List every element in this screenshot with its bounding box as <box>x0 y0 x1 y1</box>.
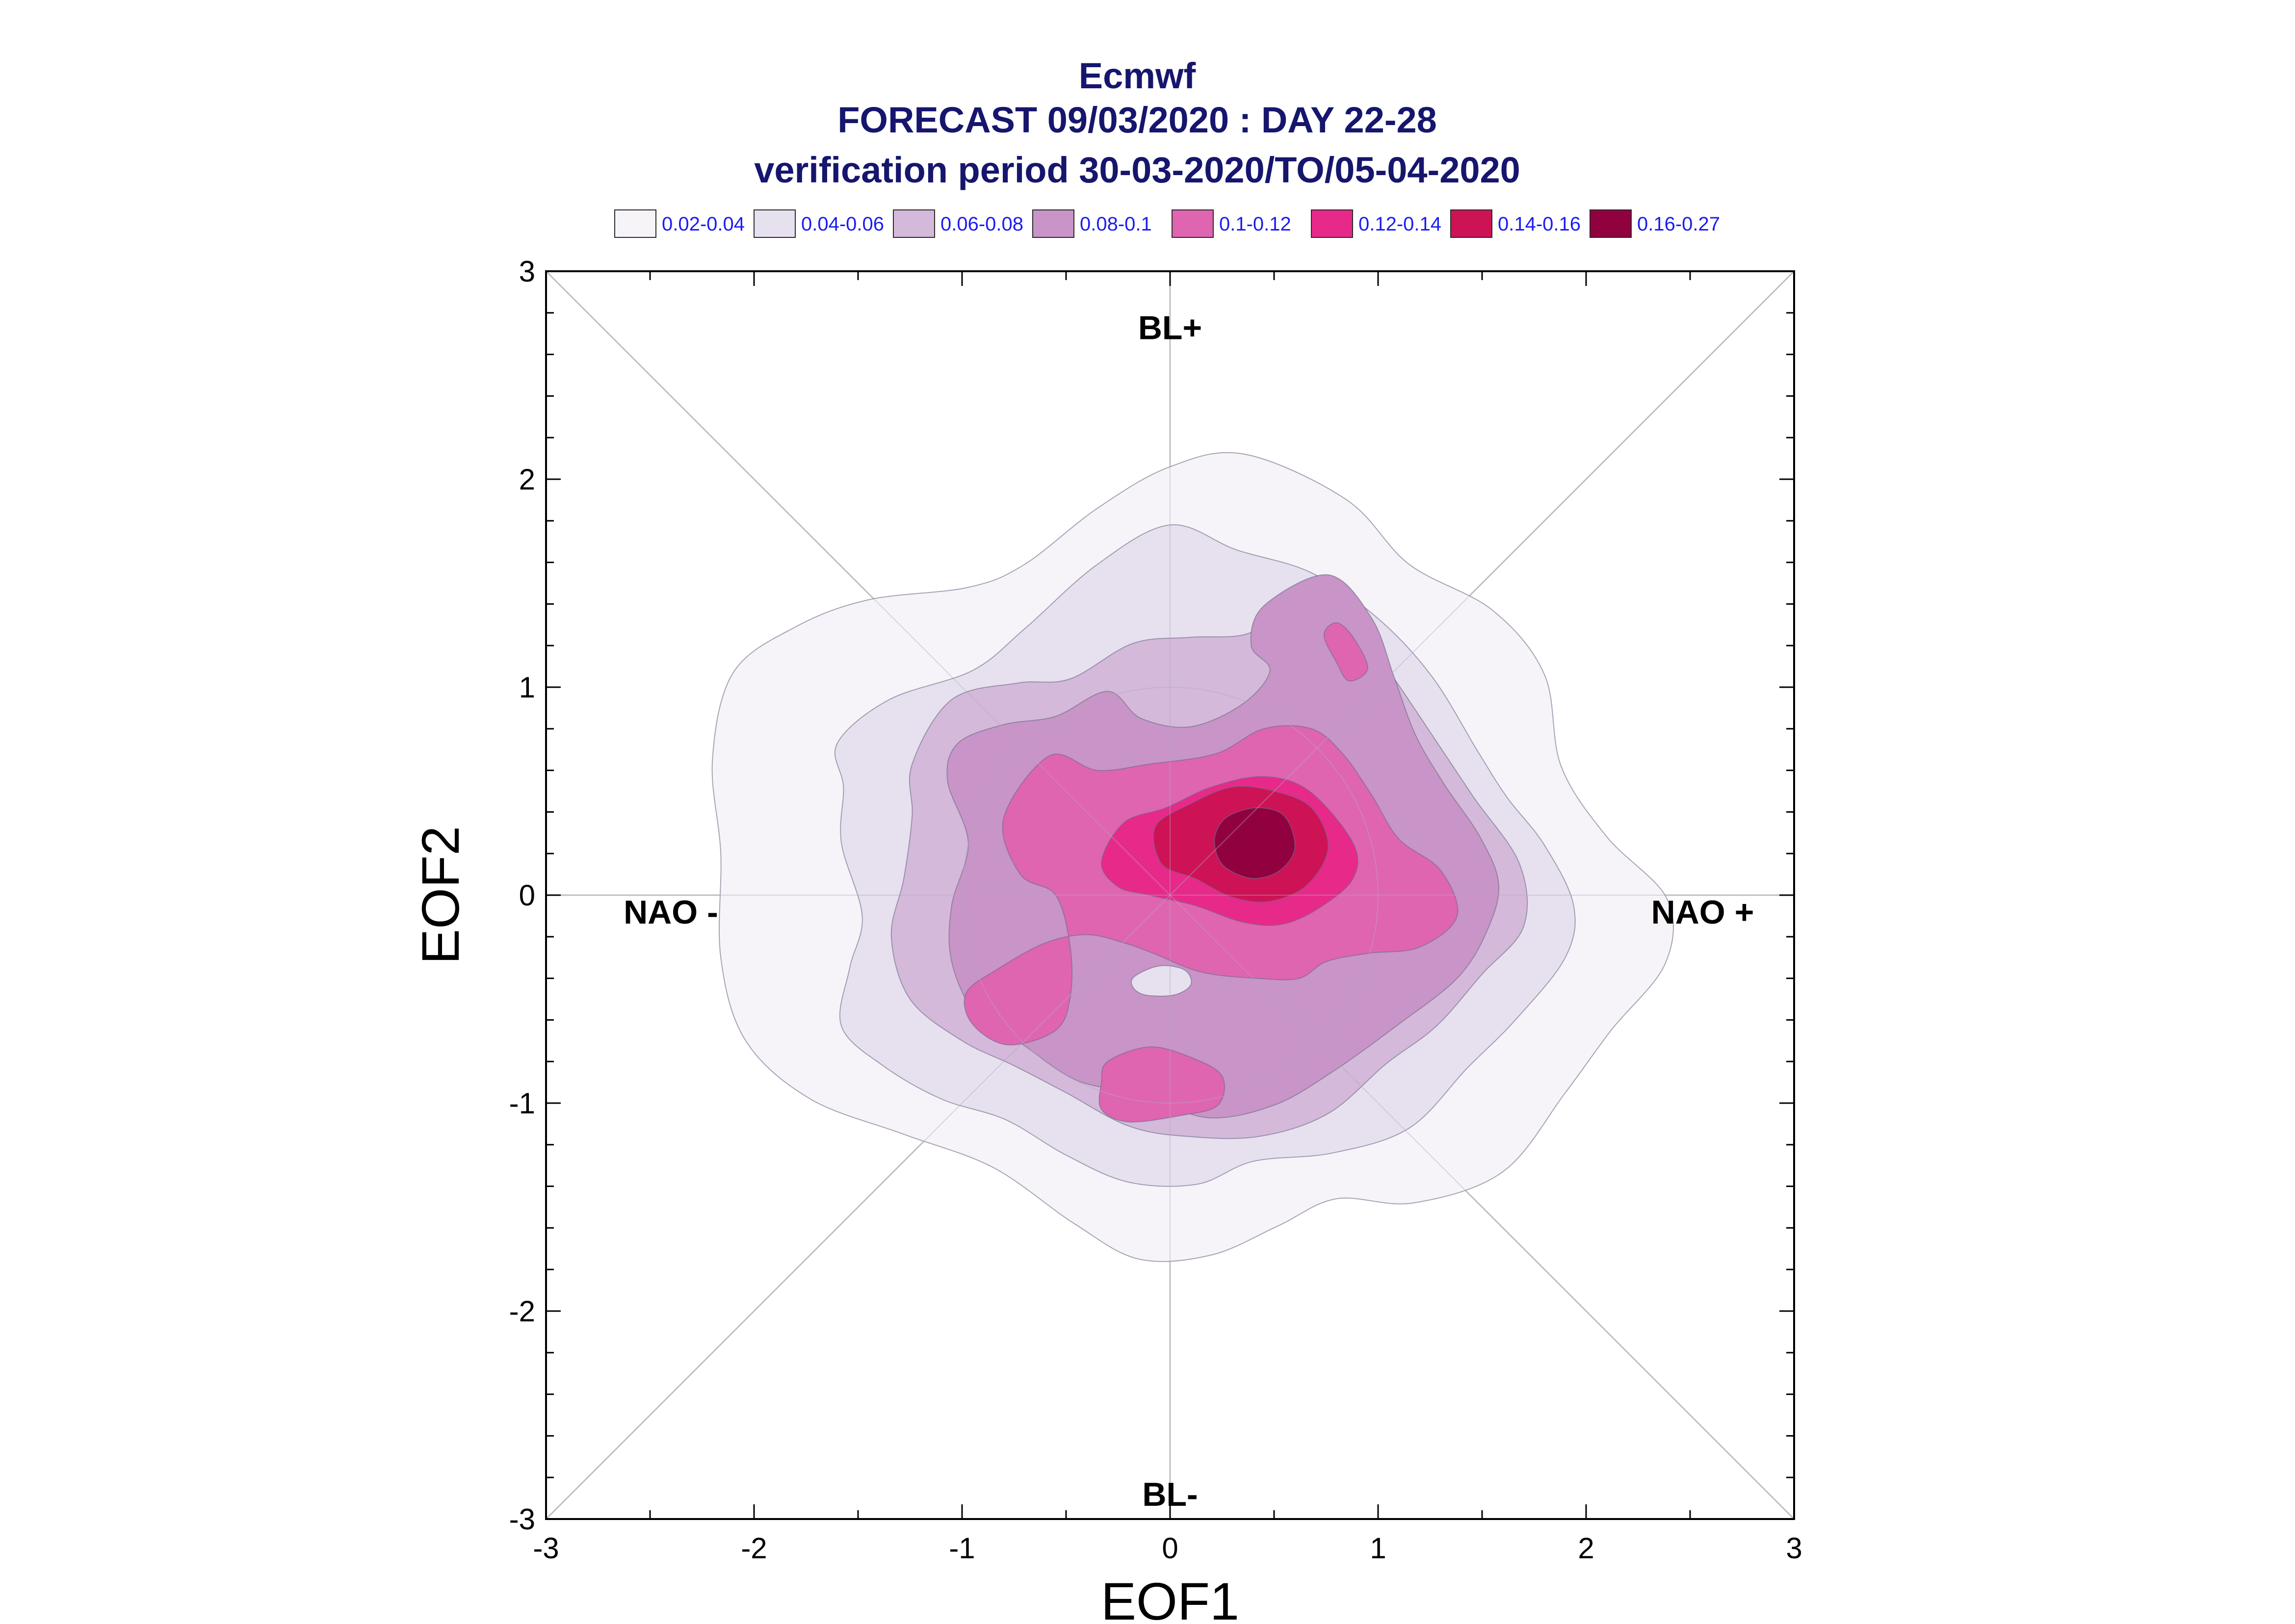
legend-swatch <box>893 209 935 238</box>
contour-level-4 <box>1323 622 1368 682</box>
legend-label: 0.02-0.04 <box>662 213 745 235</box>
title-line-3: verification period 30-03-2020/TO/05-04-… <box>754 150 1520 190</box>
contour-level-8 <box>1131 965 1192 997</box>
chart-title: Ecmwf FORECAST 09/03/2020 : DAY 22-28 ve… <box>754 55 1520 190</box>
legend-label: 0.12-0.14 <box>1358 213 1441 235</box>
plot-area: -3 -2 -1 0 1 2 3 -3 -2 -1 0 1 2 3 BL+ BL- NAO - NAO + <box>509 255 1802 1565</box>
x-tick-label: 1 <box>1370 1532 1386 1565</box>
density-contours <box>711 452 1674 1262</box>
legend-label: 0.04-0.06 <box>801 213 884 235</box>
title-line-1: Ecmwf <box>1079 55 1196 96</box>
legend-label: 0.1-0.12 <box>1219 213 1291 235</box>
title-line-2: FORECAST 09/03/2020 : DAY 22-28 <box>837 100 1437 140</box>
y-tick-label: 0 <box>519 879 535 912</box>
region-label: BL- <box>1142 1476 1198 1513</box>
diagonal-line-overlay <box>546 271 1794 1519</box>
y-tick-label: 3 <box>519 255 535 288</box>
region-label: NAO + <box>1651 894 1754 931</box>
legend-swatch <box>1450 209 1492 238</box>
region-labels: BL+ BL- NAO - NAO + <box>624 309 1754 1513</box>
y-tick-label: 2 <box>519 463 535 496</box>
x-tick-label: 3 <box>1786 1532 1802 1565</box>
unit-circle <box>962 687 1379 1104</box>
legend-label: 0.08-0.1 <box>1080 213 1152 235</box>
x-tick-label: -2 <box>741 1532 767 1565</box>
plot-guides-overlay <box>546 271 1794 1519</box>
x-tick-label: 0 <box>1162 1532 1178 1565</box>
contour-level-4 <box>1098 1046 1226 1123</box>
legend: 0.02-0.04 0.04-0.06 0.06-0.08 0.08-0.1 0.1-0… <box>614 209 1720 238</box>
y-tick-label: 1 <box>519 671 535 704</box>
region-label: NAO - <box>624 894 718 931</box>
y-axis-label: EOF2 <box>411 826 470 964</box>
legend-label: 0.16-0.27 <box>1637 213 1720 235</box>
legend-swatch <box>1311 209 1353 238</box>
legend-label: 0.14-0.16 <box>1498 213 1581 235</box>
legend-swatch <box>754 209 796 238</box>
legend-swatch <box>614 209 656 238</box>
x-axis-label: EOF1 <box>1101 1572 1239 1624</box>
contour-level-7 <box>1214 807 1296 879</box>
x-tick-label: -1 <box>949 1532 975 1565</box>
legend-swatch <box>1032 209 1074 238</box>
axis-ticks: -3 -2 -1 0 1 2 3 -3 -2 -1 0 1 2 3 <box>509 255 1802 1565</box>
diagonal-line-overlay <box>546 271 1794 1519</box>
x-tick-label: -3 <box>533 1532 559 1565</box>
y-tick-label: -2 <box>509 1295 535 1328</box>
x-tick-label: 2 <box>1578 1532 1594 1565</box>
y-tick-label: -3 <box>509 1503 535 1536</box>
y-tick-label: -1 <box>509 1087 535 1120</box>
legend-label: 0.06-0.08 <box>940 213 1023 235</box>
legend-swatch <box>1590 209 1632 238</box>
legend-swatch <box>1172 209 1214 238</box>
region-label: BL+ <box>1138 309 1202 346</box>
